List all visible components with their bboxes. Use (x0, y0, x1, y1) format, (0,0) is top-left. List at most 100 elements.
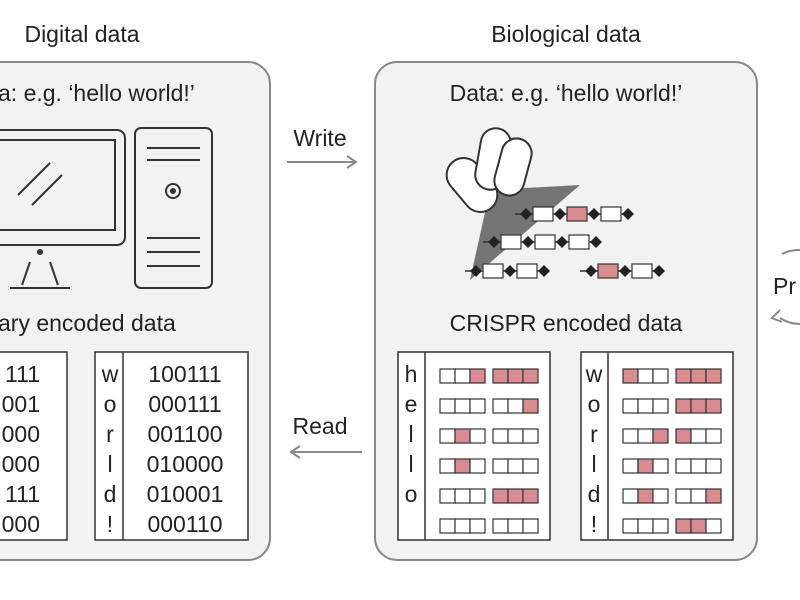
repeat (653, 265, 665, 277)
binary-code: 000110 (147, 511, 222, 537)
repeat (538, 265, 550, 277)
spacer-cell (690, 458, 707, 474)
spacer-cell (469, 398, 486, 414)
spacer-cell (675, 368, 692, 384)
spacer-cell (637, 488, 654, 504)
spacer-cell (492, 518, 509, 534)
spacer-cell (454, 518, 471, 534)
spacer-cell (507, 368, 524, 384)
spacer (532, 206, 554, 222)
repeat (504, 265, 516, 277)
spacer-cell (637, 398, 654, 414)
letter: d (104, 481, 117, 507)
spacer-cell (705, 458, 722, 474)
spacer (500, 234, 522, 250)
letter: o (588, 391, 601, 417)
spacer-cell (637, 368, 654, 384)
letter: r (106, 421, 114, 447)
spacer-cell (492, 368, 509, 384)
letter: r (590, 421, 598, 447)
repeat (556, 236, 568, 248)
letter: ! (107, 511, 113, 537)
spacer-cell (622, 368, 639, 384)
spacer-cell (439, 488, 456, 504)
letter: ! (591, 511, 597, 537)
spacer-cell (637, 458, 654, 474)
spacer-cell (522, 428, 539, 444)
spacer-cell (492, 398, 509, 414)
binary-code: 000 (2, 511, 40, 537)
spacer-cell (469, 368, 486, 384)
spacer-cell (439, 518, 456, 534)
spacer-cell (637, 428, 654, 444)
spacer-cell (690, 368, 707, 384)
biological-data-text: Data: e.g. ‘hello world!’ (450, 80, 683, 106)
spacer-cell (469, 488, 486, 504)
spacer-cell (522, 488, 539, 504)
spacer-cell (675, 428, 692, 444)
spacer-cell (690, 428, 707, 444)
spacer-cell (507, 518, 524, 534)
spacer-cell (652, 518, 669, 534)
binary-code: 100111 (148, 361, 221, 387)
letter: l (408, 451, 413, 477)
binary-code: 111 (5, 361, 40, 387)
binary-code: 000111 (148, 391, 221, 417)
dna-strands (465, 206, 665, 279)
spacer-cell (439, 368, 456, 384)
spacer (597, 263, 619, 279)
spacer-cell (439, 398, 456, 414)
letter: o (405, 481, 418, 507)
spacer-cell (507, 428, 524, 444)
read-label: Read (293, 413, 348, 439)
digital-title: Digital data (24, 21, 139, 47)
spacer (534, 234, 556, 250)
spacer-cell (454, 458, 471, 474)
spacer-cell (439, 458, 456, 474)
spacer (516, 263, 538, 279)
repeat (619, 265, 631, 277)
binary-code: 111 (5, 481, 40, 507)
spacer-cell (454, 488, 471, 504)
spacer-cell (690, 518, 707, 534)
spacer-cell (454, 398, 471, 414)
repeat (585, 265, 597, 277)
spacer-cell (469, 518, 486, 534)
letter: w (101, 361, 119, 387)
spacer-cell (507, 398, 524, 414)
letter: l (591, 451, 596, 477)
spacer-cell (622, 398, 639, 414)
binary-code: 001 (2, 391, 40, 417)
binary-table (94, 351, 249, 541)
spacer-cell (622, 428, 639, 444)
letter: l (408, 421, 413, 447)
spacer-cell (469, 458, 486, 474)
write-arrow (287, 155, 358, 169)
spacer (566, 206, 588, 222)
digital-encoded-label: ary encoded data (0, 310, 176, 336)
spacer (631, 263, 653, 279)
spacer-cell (652, 398, 669, 414)
spacer-cell (675, 488, 692, 504)
spacer-cell (522, 398, 539, 414)
spacer-cell (622, 458, 639, 474)
spacer-cell (492, 488, 509, 504)
repeat (590, 236, 602, 248)
spacer-cell (622, 488, 639, 504)
crispr-encoded-label: CRISPR encoded data (450, 310, 683, 336)
biological-title: Biological data (491, 21, 641, 47)
spacer-cell (675, 518, 692, 534)
repeat (520, 208, 532, 220)
spacer-cell (705, 368, 722, 384)
spacer-cell (492, 428, 509, 444)
spacer-cell (652, 488, 669, 504)
binary-code: 000 (2, 421, 40, 447)
read-arrow (289, 445, 362, 459)
letter: o (104, 391, 117, 417)
repeat (470, 265, 482, 277)
spacer-cell (705, 428, 722, 444)
binary-code: 010001 (147, 481, 224, 507)
spacer-cell (522, 458, 539, 474)
process-label: Pr (773, 273, 796, 299)
